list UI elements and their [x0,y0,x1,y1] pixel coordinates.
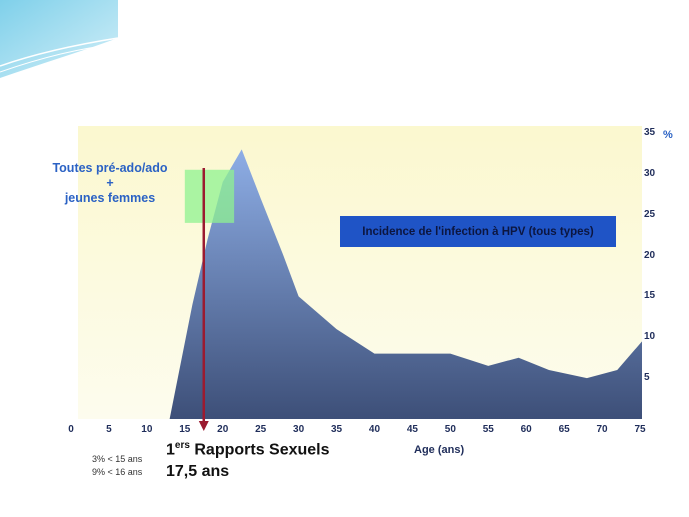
population-callout: Toutes pré-ado/ado + jeunes femmes [30,161,190,205]
stat-under-16: 9% < 16 ans [92,466,143,477]
slide-corner-decoration [0,0,119,78]
x-tick-label: 75 [634,424,646,435]
callout-line-2: + [106,175,114,190]
first-sex-title: 1ers Rapports Sexuels [166,440,330,459]
highlight-band [184,169,235,223]
x-tick-label: 5 [106,424,112,435]
callout-line-3: jeunes femmes [64,190,156,205]
x-axis-label: Age (ans) [414,444,465,456]
x-tick-label: 65 [558,424,570,435]
first-sex-superscript: ers [174,440,190,451]
x-tick-label: 20 [217,424,229,435]
x-tick-label: 15 [179,424,191,435]
legend-box: Incidence de l'infection à HPV (tous typ… [340,216,616,247]
x-tick-label: 40 [368,424,381,435]
y-tick-label: 25 [644,208,656,220]
y-tick-label: 15 [644,290,656,302]
x-tick-label: 25 [255,424,267,435]
y-tick-label: 35 [644,127,656,138]
x-tick-label: 50 [444,424,456,435]
y-tick-label: 20 [644,249,656,261]
x-tick-label: 60 [520,424,532,435]
first-sex-rest: Rapports Sexuels [189,441,330,459]
y-tick-label: 10 [644,331,656,343]
x-tick-label: 45 [406,424,418,435]
x-tick-label: 35 [330,424,343,435]
callout-line-1: Toutes pré-ado/ado [52,161,168,175]
first-sex-marker-arrowhead [198,421,209,431]
legend-label: Incidence de l'infection à HPV (tous typ… [362,225,594,238]
x-tick-label: 0 [68,424,74,435]
first-sex-base: 1 [166,441,175,459]
y-tick-label: 30 [644,167,656,179]
stat-under-15: 3% < 15 ans [92,454,143,464]
series-area [169,149,643,420]
y-axis-unit: % [663,129,673,141]
y-tick-label: 5 [644,372,650,384]
x-tick-label: 55 [482,424,494,435]
x-tick-label: 70 [596,424,608,435]
x-tick-label: 10 [141,424,153,435]
age-statistics: 3% < 15 ans 9% < 16 ans [92,453,142,478]
x-tick-label: 30 [293,424,305,435]
first-sex-age: 17,5 ans [166,463,230,480]
